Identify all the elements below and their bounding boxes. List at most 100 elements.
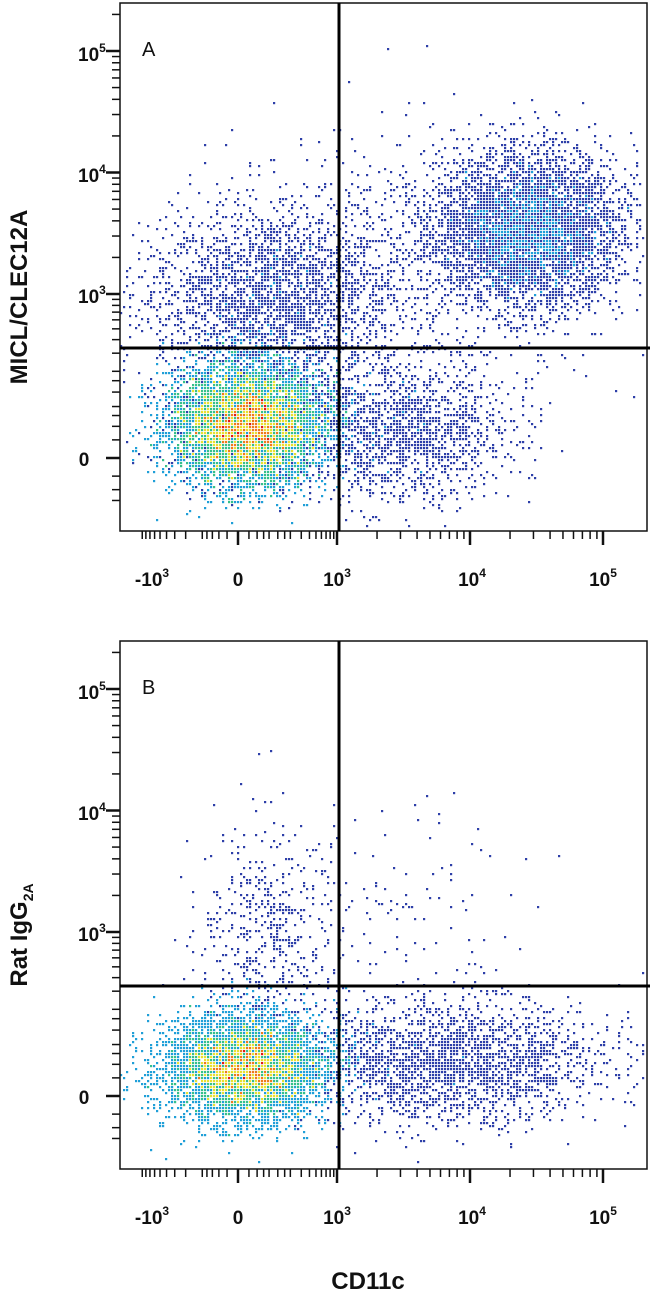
event-point xyxy=(198,468,201,471)
event-point xyxy=(276,417,279,420)
event-point xyxy=(186,435,189,438)
event-point xyxy=(582,210,585,213)
event-point xyxy=(549,168,552,171)
event-point xyxy=(615,219,618,222)
event-point xyxy=(468,231,471,234)
event-point xyxy=(264,405,267,408)
event-point xyxy=(582,204,585,207)
event-point xyxy=(156,372,159,375)
event-point xyxy=(552,171,555,174)
event-point xyxy=(468,246,471,249)
event-point xyxy=(582,201,585,204)
event-point xyxy=(219,390,222,393)
event-point xyxy=(576,267,579,270)
event-point xyxy=(486,288,489,291)
event-point xyxy=(252,477,255,480)
event-point xyxy=(264,417,267,420)
event-point xyxy=(507,186,510,189)
event-point xyxy=(555,282,558,285)
event-point xyxy=(237,438,240,441)
event-point xyxy=(591,192,594,195)
event-point xyxy=(237,351,240,354)
event-point xyxy=(258,339,261,342)
event-point xyxy=(507,207,510,210)
event-point xyxy=(510,222,513,225)
event-point xyxy=(228,381,231,384)
event-point xyxy=(582,243,585,246)
event-point xyxy=(174,432,177,435)
event-point xyxy=(177,417,180,420)
event-point xyxy=(516,282,519,285)
event-point xyxy=(486,159,489,162)
event-point xyxy=(324,441,327,444)
event-point xyxy=(345,438,348,441)
event-point xyxy=(204,429,207,432)
event-point xyxy=(576,213,579,216)
event-point xyxy=(312,438,315,441)
event-point xyxy=(219,474,222,477)
event-point xyxy=(309,465,312,468)
event-point xyxy=(555,300,558,303)
event-point xyxy=(243,456,246,459)
event-point xyxy=(603,177,606,180)
event-point xyxy=(294,417,297,420)
event-point xyxy=(198,378,201,381)
event-point xyxy=(528,192,531,195)
event-point xyxy=(603,297,606,300)
event-point xyxy=(531,288,534,291)
event-point xyxy=(291,402,294,405)
event-point xyxy=(234,360,237,363)
event-point xyxy=(228,426,231,429)
event-point xyxy=(531,255,534,258)
event-point xyxy=(207,402,210,405)
event-point xyxy=(318,453,321,456)
event-point xyxy=(561,312,564,315)
event-point xyxy=(492,255,495,258)
event-point xyxy=(534,327,537,330)
event-point xyxy=(555,165,558,168)
event-point xyxy=(225,471,228,474)
event-point xyxy=(486,225,489,228)
event-point xyxy=(558,261,561,264)
event-point xyxy=(540,180,543,183)
event-point xyxy=(462,267,465,270)
event-point xyxy=(279,405,282,408)
event-point xyxy=(534,153,537,156)
event-point xyxy=(564,234,567,237)
event-point xyxy=(213,447,216,450)
event-point xyxy=(564,255,567,258)
event-point xyxy=(255,453,258,456)
event-point xyxy=(582,252,585,255)
event-point xyxy=(504,189,507,192)
event-point xyxy=(252,432,255,435)
event-point xyxy=(159,441,162,444)
event-point xyxy=(549,237,552,240)
event-point xyxy=(249,330,252,333)
event-point xyxy=(246,408,249,411)
event-point xyxy=(534,174,537,177)
event-point xyxy=(597,243,600,246)
event-point xyxy=(567,234,570,237)
event-point xyxy=(591,162,594,165)
event-point xyxy=(294,387,297,390)
event-point xyxy=(252,219,255,222)
event-point xyxy=(486,153,489,156)
event-point xyxy=(552,150,555,153)
event-point xyxy=(294,456,297,459)
event-point xyxy=(153,432,156,435)
event-point xyxy=(207,450,210,453)
event-point xyxy=(588,243,591,246)
event-point xyxy=(540,144,543,147)
event-point xyxy=(606,276,609,279)
event-point xyxy=(459,282,462,285)
event-point xyxy=(219,411,222,414)
event-point xyxy=(549,162,552,165)
event-point xyxy=(519,216,522,219)
event-point xyxy=(576,264,579,267)
event-point xyxy=(531,252,534,255)
event-point xyxy=(582,216,585,219)
event-point xyxy=(309,477,312,480)
event-point xyxy=(609,180,612,183)
event-point xyxy=(180,399,183,402)
event-point xyxy=(564,222,567,225)
